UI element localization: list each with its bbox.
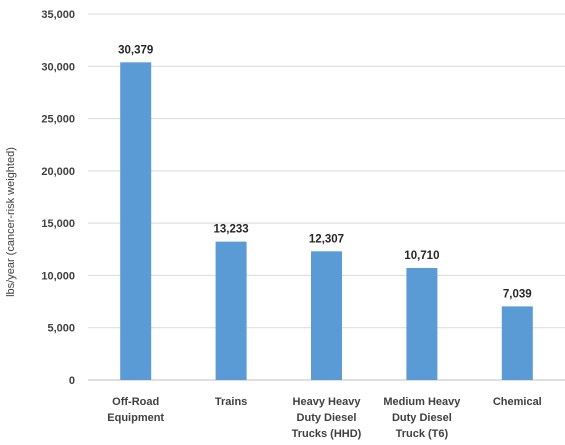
x-category-label: Trains xyxy=(215,396,247,408)
x-category-label-line: Medium Heavy xyxy=(383,396,461,408)
data-label: 13,233 xyxy=(214,224,249,236)
x-axis-categories: Off-Road Equipment Trains Heavy Heavy Duty D… xyxy=(107,396,541,440)
x-category-label-line: Duty Diesel xyxy=(392,412,452,424)
data-label: 7,039 xyxy=(503,288,532,300)
data-label: 10,710 xyxy=(404,250,439,262)
x-category-label: Medium Heavy Duty Diesel Truck (T6) xyxy=(383,396,461,440)
x-category-label: Off-Road Equipment xyxy=(107,396,164,424)
x-category-label: Chemical xyxy=(493,396,542,408)
data-label: 30,379 xyxy=(118,44,153,56)
data-label: 12,307 xyxy=(309,233,344,245)
y-tick-label: 15,000 xyxy=(41,218,75,230)
y-tick-label: 0 xyxy=(69,375,75,387)
x-category-label-line: Equipment xyxy=(107,412,164,424)
x-category-label-line: Truck (T6) xyxy=(396,428,449,440)
y-tick-label: 20,000 xyxy=(41,166,75,178)
bar xyxy=(501,306,533,380)
bars xyxy=(120,62,533,381)
bar xyxy=(215,241,247,380)
bar xyxy=(406,268,438,380)
y-tick-label: 5,000 xyxy=(47,323,75,335)
x-category-label-line: Off-Road xyxy=(112,396,159,408)
x-category-label-line: Trucks (HHD) xyxy=(292,428,362,440)
x-category-label: Heavy Heavy Duty Diesel Trucks (HHD) xyxy=(292,396,362,440)
x-category-label-line: Heavy Heavy xyxy=(293,396,362,408)
y-axis-title: lbs/year (cancer-risk weighted) xyxy=(5,147,17,297)
bar xyxy=(311,251,342,380)
x-category-label-line: Chemical xyxy=(493,396,542,408)
x-category-label-line: Trains xyxy=(215,396,247,408)
y-tick-label: 10,000 xyxy=(41,270,75,282)
data-labels: 30,379 13,233 12,307 10,710 7,039 xyxy=(118,44,532,300)
y-tick-label: 25,000 xyxy=(41,114,75,126)
y-tick-label: 30,000 xyxy=(41,61,75,73)
x-category-label-line: Duty Diesel xyxy=(297,412,357,424)
y-axis-ticks: 0 5,000 10,000 15,000 20,000 25,000 30,000 35,0… xyxy=(41,9,75,387)
bar xyxy=(120,62,152,381)
y-tick-label: 35,000 xyxy=(41,9,75,21)
